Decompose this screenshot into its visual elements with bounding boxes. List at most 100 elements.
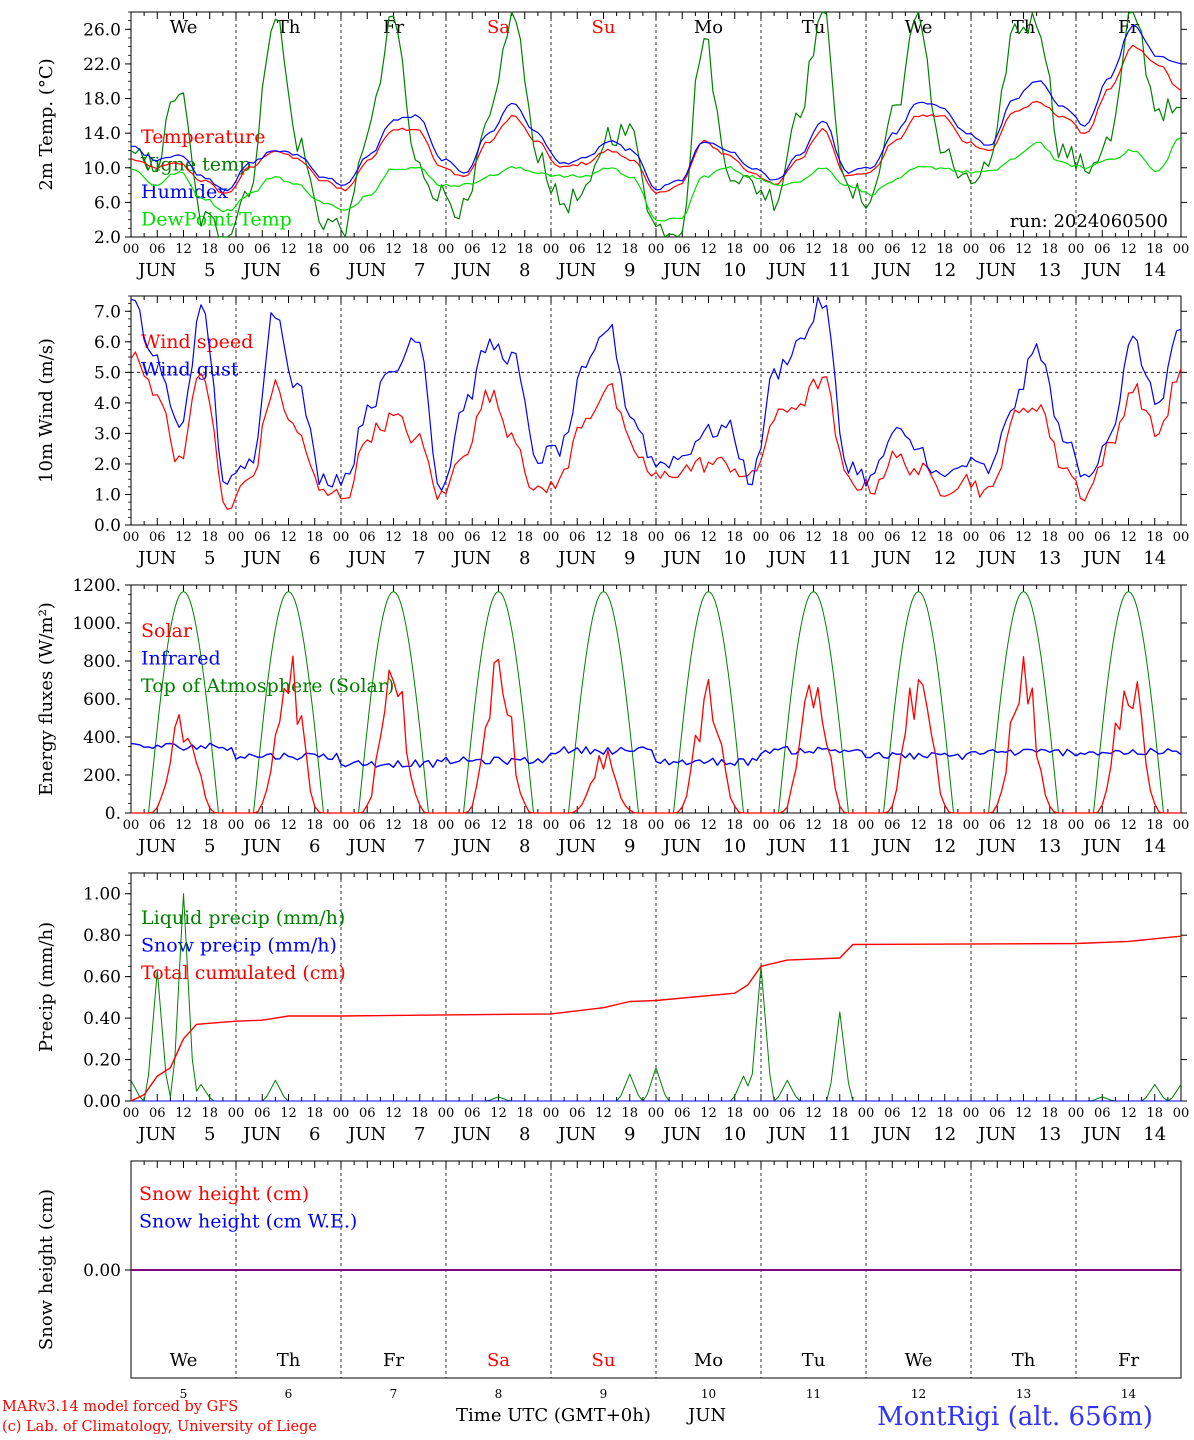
y-axis-label: Energy fluxes (W/m²) xyxy=(36,602,57,796)
hour-tick-label: 18 xyxy=(831,242,848,257)
date-label-month: JUN xyxy=(976,548,1016,569)
date-label-month: JUN xyxy=(136,1124,176,1145)
date-label-month: JUN xyxy=(661,260,701,281)
hour-tick-label: 18 xyxy=(831,530,848,545)
date-label-day: 7 xyxy=(414,548,425,569)
hour-tick-label: 00 xyxy=(858,530,875,545)
hour-tick-label: 12 xyxy=(1120,1106,1137,1121)
hour-tick-label: 06 xyxy=(1094,1106,1111,1121)
weekday-label-bottom: Th xyxy=(1012,1350,1036,1371)
date-label-day: 5 xyxy=(204,836,215,857)
legend-snow-precip-mm-h: Snow precip (mm/h) xyxy=(141,935,337,957)
weekday-label-top: Mo xyxy=(694,17,723,38)
weekday-label-bottom: We xyxy=(905,1350,933,1371)
date-label-month: JUN xyxy=(451,260,491,281)
date-label-month: JUN xyxy=(766,548,806,569)
hour-tick-label: 06 xyxy=(359,530,376,545)
hour-tick-label: 18 xyxy=(936,1106,953,1121)
legend-solar: Solar xyxy=(141,620,193,642)
date-label-bottom: 5 xyxy=(180,1387,188,1401)
date-label-day: 9 xyxy=(624,1124,635,1145)
weekday-label-bottom: We xyxy=(170,1350,198,1371)
date-label-month: JUN xyxy=(451,548,491,569)
date-label-day: 12 xyxy=(933,548,956,569)
weekday-label-top: Sa xyxy=(487,17,510,38)
hour-tick-label: 06 xyxy=(149,242,166,257)
date-label-month: JUN xyxy=(1081,548,1121,569)
legend-wind-speed: Wind speed xyxy=(141,331,253,353)
date-label-month: JUN xyxy=(241,836,281,857)
date-label-bottom: 10 xyxy=(701,1387,716,1401)
run-label: run: 2024060500 xyxy=(1010,211,1168,232)
date-label-day: 14 xyxy=(1143,548,1166,569)
y-tick-label: 6.0 xyxy=(94,193,121,213)
hour-tick-label: 12 xyxy=(1015,530,1032,545)
hour-tick-label: 12 xyxy=(805,530,822,545)
y-axis-label: 10m Wind (m/s) xyxy=(36,338,57,483)
date-label-month: JUN xyxy=(1081,836,1121,857)
y-tick-label: 1000. xyxy=(72,614,121,634)
hour-tick-label: 06 xyxy=(569,818,586,833)
legend-humidex: Humidex xyxy=(141,181,228,203)
hour-tick-label: 12 xyxy=(595,818,612,833)
hour-tick-label: 00 xyxy=(753,530,770,545)
date-label-month: JUN xyxy=(1081,260,1121,281)
hour-tick-label: 18 xyxy=(726,242,743,257)
date-label-day: 8 xyxy=(519,836,530,857)
hour-tick-label: 00 xyxy=(648,242,665,257)
date-label-day: 6 xyxy=(309,1124,320,1145)
date-label-bottom: 14 xyxy=(1121,1387,1137,1401)
date-label-month: JUN xyxy=(766,260,806,281)
hour-tick-label: 18 xyxy=(306,530,323,545)
y-tick-label: 10.0 xyxy=(83,159,121,179)
hour-tick-label: 12 xyxy=(700,818,717,833)
date-label-month: JUN xyxy=(871,548,911,569)
weekday-label-bottom: Fr xyxy=(1118,1350,1139,1371)
y-tick-label: 1200. xyxy=(72,576,121,596)
hour-tick-label: 06 xyxy=(674,818,691,833)
hour-tick-label: 06 xyxy=(464,242,481,257)
date-label-day: 6 xyxy=(309,836,320,857)
hour-tick-label: 18 xyxy=(621,818,638,833)
hour-tick-label: 06 xyxy=(464,818,481,833)
hour-tick-label: 06 xyxy=(254,530,271,545)
series-humidex xyxy=(131,24,1182,192)
hour-tick-label: 06 xyxy=(989,242,1006,257)
hour-tick-label: 06 xyxy=(464,1106,481,1121)
legend-snow-height-cm: Snow height (cm) xyxy=(139,1183,309,1205)
date-label-day: 14 xyxy=(1143,836,1166,857)
hour-tick-label: 06 xyxy=(569,242,586,257)
y-tick-label: 2.0 xyxy=(94,455,121,475)
y-tick-label: 0.60 xyxy=(83,968,121,988)
hour-tick-label: 18 xyxy=(726,818,743,833)
y-tick-label: 14.0 xyxy=(83,124,121,144)
date-label-month: JUN xyxy=(556,836,596,857)
date-label-day: 13 xyxy=(1038,548,1061,569)
hour-tick-label: 00 xyxy=(543,530,560,545)
date-label-month: JUN xyxy=(346,260,386,281)
hour-tick-label: 00 xyxy=(123,242,140,257)
date-label-day: 8 xyxy=(519,260,530,281)
hour-tick-label: 18 xyxy=(306,818,323,833)
series-dewpoint-temp xyxy=(130,137,1182,222)
date-label-bottom: 6 xyxy=(285,1387,293,1401)
hour-tick-label: 18 xyxy=(516,1106,533,1121)
hour-tick-label: 12 xyxy=(175,530,192,545)
hour-tick-label: 18 xyxy=(1041,818,1058,833)
date-label-month: JUN xyxy=(766,1124,806,1145)
hour-tick-label: 12 xyxy=(175,818,192,833)
hour-tick-label: 18 xyxy=(201,530,218,545)
weekday-label-top: We xyxy=(170,17,198,38)
hour-tick-label: 06 xyxy=(1094,242,1111,257)
y-axis-label: 2m Temp. (°C) xyxy=(36,58,57,190)
hour-tick-label: 12 xyxy=(175,1106,192,1121)
y-tick-label: 0.00 xyxy=(83,1092,121,1112)
hour-tick-label: 00 xyxy=(753,242,770,257)
hour-tick-label: 18 xyxy=(516,818,533,833)
hour-tick-label: 18 xyxy=(1041,530,1058,545)
hour-tick-label: 00 xyxy=(228,1106,245,1121)
date-label-month: JUN xyxy=(451,836,491,857)
date-label-day: 14 xyxy=(1143,1124,1166,1145)
date-label-month: JUN xyxy=(556,548,596,569)
